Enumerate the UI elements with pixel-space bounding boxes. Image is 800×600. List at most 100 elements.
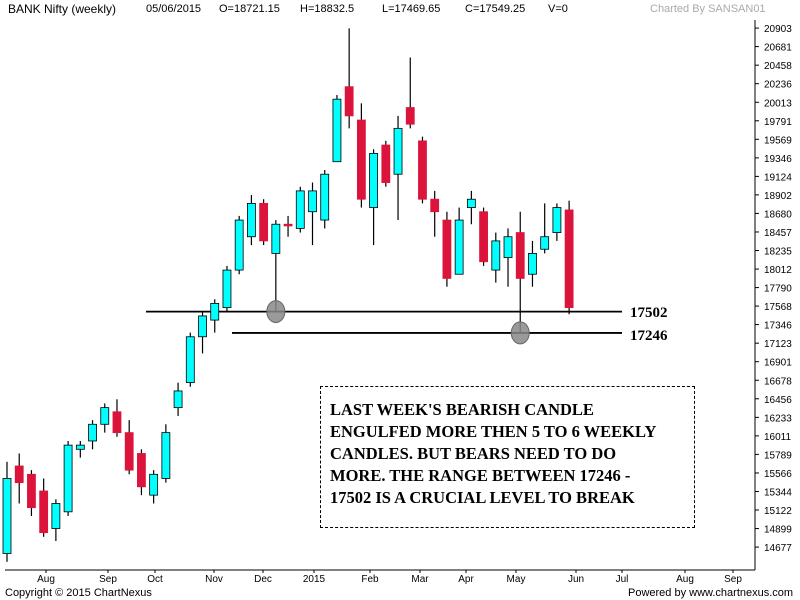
bear-candle <box>124 420 134 475</box>
candle-body <box>234 219 244 271</box>
candle-body <box>369 152 379 208</box>
candle-body <box>283 223 293 227</box>
candle-body <box>295 190 305 229</box>
bull-candle <box>503 228 513 287</box>
level-label-17502: 17502 <box>630 305 668 321</box>
bear-candle <box>356 103 366 208</box>
bear-candle <box>479 207 488 266</box>
candle-body <box>356 119 366 200</box>
bull-candle <box>88 420 97 450</box>
candle-body <box>75 444 85 450</box>
header-volume: V=0 <box>548 3 568 15</box>
candle-body <box>149 473 159 496</box>
y-tick-label: 15566 <box>764 469 792 480</box>
y-tick-label: 20236 <box>764 80 792 91</box>
x-tick-label: Oct <box>147 574 163 585</box>
chart-title: BANK Nifty (weekly) <box>8 2 117 16</box>
copyright: Copyright © 2015 ChartNexus <box>5 587 152 599</box>
bull-candle <box>528 240 537 287</box>
header-high: H=18832.5 <box>300 3 355 15</box>
level-lines <box>146 310 622 334</box>
x-tick-label: May <box>507 574 526 585</box>
bull-candle <box>222 265 232 312</box>
candle-body <box>466 198 476 208</box>
y-tick-label: 20903 <box>764 24 792 35</box>
candles <box>2 28 574 562</box>
candle-body <box>259 202 269 242</box>
candle-body <box>418 140 427 200</box>
bear-candle <box>564 200 574 315</box>
bear-candle <box>381 140 391 187</box>
y-tick-label: 19569 <box>764 135 792 146</box>
candle-body <box>393 127 403 175</box>
bull-candle <box>332 95 342 163</box>
annotation-line: LAST WEEK'S BEARISH CANDLE <box>330 400 594 419</box>
y-tick-label: 15789 <box>764 450 792 461</box>
x-tick-label: Aug <box>676 574 694 585</box>
y-tick-label: 15122 <box>764 506 792 517</box>
bull-candle <box>161 424 171 483</box>
bull-candle <box>173 382 183 416</box>
candle-body <box>63 444 73 513</box>
candle-body <box>161 432 171 479</box>
y-tick-label: 17790 <box>764 284 792 295</box>
x-tick-label: Jul <box>616 574 629 585</box>
candle-body <box>405 107 415 125</box>
candle-body <box>14 465 24 484</box>
bull-candle <box>234 215 244 275</box>
y-tick-label: 20458 <box>764 61 792 72</box>
y-tick-label: 18680 <box>764 209 792 220</box>
bear-candle <box>112 399 122 437</box>
bull-candle <box>210 299 220 333</box>
y-tick-label: 18457 <box>764 228 792 239</box>
candle-body <box>124 432 134 471</box>
bear-candle <box>137 449 146 496</box>
candle-body <box>320 173 330 221</box>
bear-candle <box>283 215 293 237</box>
candle-body <box>332 98 342 163</box>
candle-body <box>503 236 513 258</box>
y-tick-label: 16233 <box>764 413 792 424</box>
candle-body <box>198 315 207 338</box>
candle-body <box>564 209 574 309</box>
bull-candle <box>308 182 317 246</box>
header-close: C=17549.25 <box>465 3 526 15</box>
candle-body <box>51 503 61 529</box>
candle-body <box>112 411 122 434</box>
y-tick-label: 19346 <box>764 154 792 165</box>
header-date: 05/06/2015 <box>146 3 202 15</box>
bull-candle <box>295 186 305 233</box>
header-open: O=18721.15 <box>219 3 280 15</box>
candle-body <box>430 198 440 213</box>
powered-by: Powered by www.chartnexus.com <box>628 587 794 599</box>
bull-candle <box>246 195 256 246</box>
level-label-17246: 17246 <box>630 328 668 344</box>
annotation-line: ENGULFED MORE THEN 5 TO 6 WEEKLY <box>330 422 657 441</box>
bull-candle <box>369 149 379 246</box>
bull-candle <box>540 203 550 254</box>
y-tick-label: 17568 <box>764 302 792 313</box>
y-tick-label: 16011 <box>764 432 792 443</box>
candle-body <box>442 219 452 279</box>
candle-body <box>454 219 464 275</box>
y-tick-label: 20013 <box>764 98 792 109</box>
bear-candle <box>405 57 415 129</box>
bull-candle <box>63 440 73 516</box>
x-tick-label: Dec <box>254 574 272 585</box>
candle-body <box>185 336 195 384</box>
bull-candle <box>320 170 330 229</box>
candle-body <box>491 240 501 271</box>
candle-body <box>88 423 97 442</box>
bear-candle <box>14 453 24 504</box>
candle-body <box>137 453 146 488</box>
bear-candle <box>344 28 354 129</box>
y-tick-label: 16456 <box>764 395 792 406</box>
charted-by: Charted By SANSAN01 <box>650 3 766 15</box>
bear-candle <box>442 211 452 287</box>
x-tick-label: Apr <box>458 574 474 585</box>
candle-body <box>210 303 220 321</box>
y-tick-label: 18235 <box>764 246 792 257</box>
bear-candle <box>430 190 440 237</box>
